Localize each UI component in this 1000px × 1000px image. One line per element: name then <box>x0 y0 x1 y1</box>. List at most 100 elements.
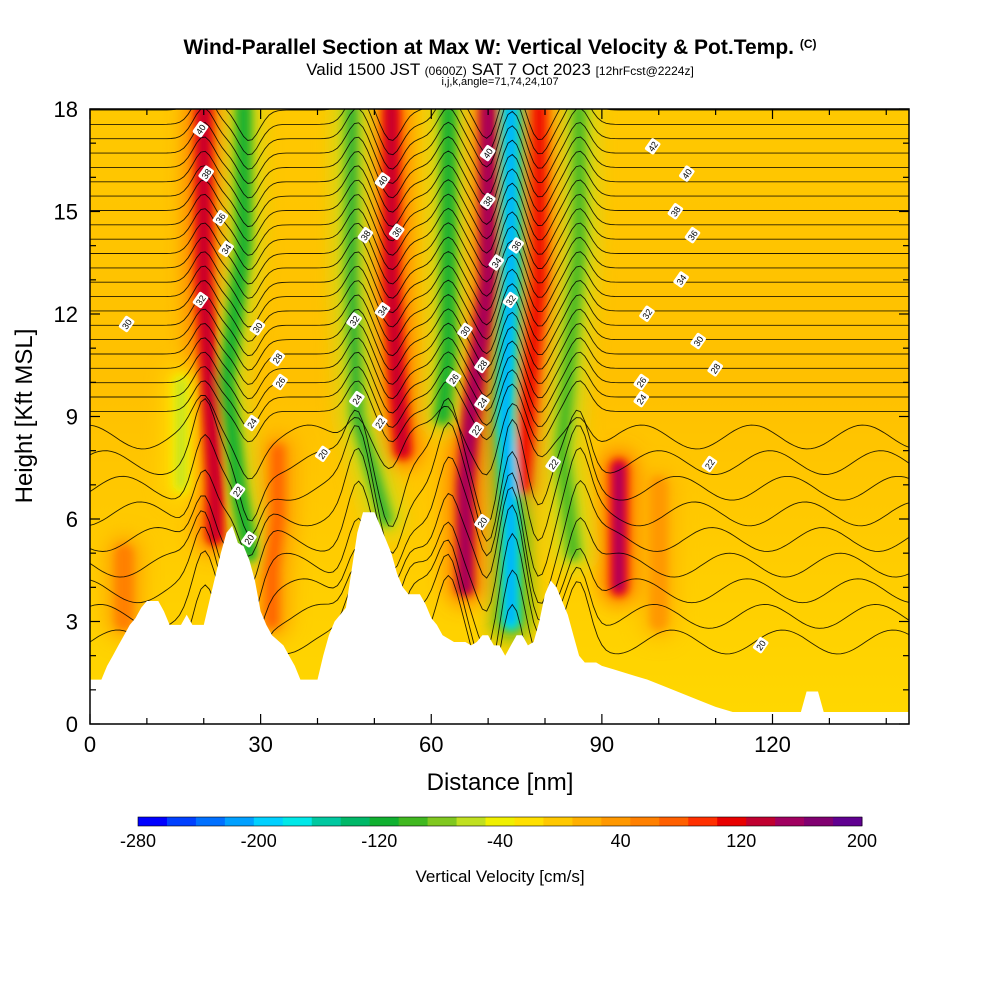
colorbar-swatch-18 <box>659 817 689 826</box>
contour-label-text-17: 38 <box>359 228 373 242</box>
colorbar-swatch-12 <box>485 817 515 826</box>
contour-label-31: 22 <box>545 455 561 473</box>
contour-label-text-15: 32 <box>348 314 362 328</box>
isentrope-26 <box>90 136 909 199</box>
contour-label-bg-6 <box>249 319 266 336</box>
contour-label-text-8: 26 <box>274 375 288 389</box>
contour-label-text-5: 30 <box>120 317 134 331</box>
contour-label-16: 34 <box>374 302 391 319</box>
chart-title-text: Wind-Parallel Section at Max W: Vertical… <box>183 36 794 59</box>
contour-label-text-43: 20 <box>754 638 768 652</box>
colorbar-swatch-7 <box>340 817 371 826</box>
contour-labels: 40 38 36 34 32 30 30 28 26 24 22 20 20 22 24 32 34 38 36 40… <box>118 121 769 654</box>
contour-label-29: 36 <box>508 237 524 254</box>
contour-label-37: 32 <box>639 305 655 322</box>
contour-label-text-24: 22 <box>470 423 484 437</box>
colorbar-swatch-15 <box>572 817 602 826</box>
isentrope-6 <box>90 421 909 554</box>
contour-label-11: 20 <box>241 531 257 548</box>
colorbar-swatch-8 <box>369 817 400 826</box>
contour-label-bg-28 <box>488 254 505 271</box>
contour-label-text-28: 34 <box>490 256 504 270</box>
contour-label-text-22: 26 <box>447 372 461 386</box>
contour-label-text-1: 38 <box>200 167 214 181</box>
colorbar-frame <box>137 816 863 827</box>
colorbar-swatch-19 <box>688 817 718 826</box>
contour-label-26: 40 <box>479 145 496 162</box>
contour-label-bg-38 <box>690 332 706 350</box>
contour-label-text-40: 26 <box>635 375 649 389</box>
contour-label-text-9: 24 <box>245 416 259 430</box>
contour-label-bg-10 <box>229 483 246 500</box>
x-axis-label: Distance [nm] <box>427 769 574 796</box>
contour-label-text-33: 40 <box>680 167 694 181</box>
plot-area: 40 38 36 34 32 30 30 28 26 24 22 20 20 22 24 32 34 38 36 40… <box>90 109 909 724</box>
forecast-info: [12hrFcst@2224z] <box>595 64 694 78</box>
contour-label-4: 32 <box>192 291 209 309</box>
x-axis: 0 30 60 90 120 <box>84 109 887 757</box>
colorbar-swatch-10 <box>427 817 458 826</box>
contour-label-text-31: 22 <box>547 457 561 471</box>
valid-time: Valid 1500 JST <box>306 60 420 79</box>
colorbar: -280 -200 -120 -40 40 120 200 <box>120 816 877 851</box>
colorbar-swatch-13 <box>514 817 544 826</box>
contour-label-5: 30 <box>118 315 135 333</box>
contour-label-text-7: 28 <box>271 351 285 365</box>
isentrope-24 <box>90 164 909 228</box>
contour-label-13: 22 <box>371 414 388 432</box>
colorbar-tick--40: -40 <box>487 831 513 851</box>
colorbar-swatch-22 <box>775 817 805 826</box>
section-params: i,j,k,angle=71,74,24,107 <box>441 76 559 88</box>
contour-label-6: 30 <box>249 319 266 336</box>
contour-label-text-23: 24 <box>475 396 489 410</box>
downdraft-core-4 <box>558 109 584 558</box>
contour-label-text-14: 24 <box>350 392 364 406</box>
colorbar-swatch-16 <box>601 817 631 826</box>
contour-label-2: 36 <box>212 209 229 227</box>
updraft-core-2 <box>387 109 407 455</box>
contour-label-text-25: 20 <box>475 515 489 529</box>
x-tick-label-120: 120 <box>754 732 791 757</box>
isentrope-12 <box>90 337 909 400</box>
isentrope-19 <box>90 236 909 299</box>
colorbar-swatch-21 <box>746 817 776 826</box>
contour-label-text-3: 34 <box>220 242 234 256</box>
colorbar-swatch-6 <box>311 817 342 826</box>
contour-label-bg-37 <box>639 305 655 322</box>
contour-label-8: 26 <box>272 373 288 391</box>
colorbar-tick--280: -280 <box>120 831 156 851</box>
x-tick-label-60: 60 <box>419 732 443 757</box>
isentrope-13 <box>90 322 909 385</box>
isentrope-22 <box>90 193 909 256</box>
isentrope-16 <box>90 279 909 342</box>
contour-label-bg-43 <box>752 637 769 654</box>
isentrope-27 <box>90 121 909 184</box>
isentrope-14 <box>90 308 909 371</box>
contour-label-bg-21 <box>474 356 490 374</box>
contour-label-text-2: 36 <box>214 211 228 225</box>
contour-label-bg-23 <box>474 394 490 411</box>
contour-label-text-26: 40 <box>481 146 495 160</box>
y-tick-label-12: 12 <box>54 302 78 327</box>
contour-label-bg-33 <box>679 165 695 182</box>
contour-label-bg-29 <box>508 237 524 254</box>
colorbar-swatch-11 <box>456 817 487 826</box>
contour-label-text-13: 22 <box>373 416 387 430</box>
contour-label-text-38: 30 <box>692 334 706 348</box>
chart-subtitle: Valid 1500 JST (0600Z) SAT 7 Oct 2023 [1… <box>0 60 1000 80</box>
y-tick-label-9: 9 <box>66 405 78 430</box>
contour-label-24: 22 <box>468 421 485 439</box>
contour-label-bg-30 <box>502 291 519 309</box>
contour-label-text-20: 30 <box>458 324 472 338</box>
contour-label-15: 32 <box>346 312 362 329</box>
valid-utc: (0600Z) <box>424 64 467 78</box>
contour-label-27: 38 <box>479 192 496 210</box>
contour-label-bg-2 <box>212 209 229 227</box>
contour-label-bg-17 <box>357 227 374 244</box>
x-tick-label-0: 0 <box>84 732 96 757</box>
contour-label-25: 20 <box>474 514 490 531</box>
isentrope-11 <box>90 351 909 414</box>
isentrope-28 <box>90 109 909 170</box>
contour-label-bg-36 <box>673 271 689 288</box>
